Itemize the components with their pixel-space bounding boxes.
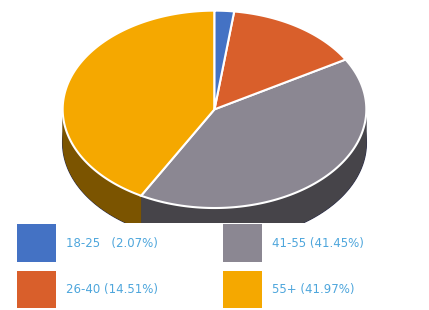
Text: 41-55 (41.45%): 41-55 (41.45%) — [272, 237, 364, 250]
FancyBboxPatch shape — [17, 271, 56, 308]
Polygon shape — [141, 110, 366, 241]
Text: 55+ (41.97%): 55+ (41.97%) — [272, 283, 355, 296]
Polygon shape — [63, 11, 214, 196]
FancyBboxPatch shape — [223, 224, 262, 262]
Text: 26-40 (14.51%): 26-40 (14.51%) — [66, 283, 158, 296]
Polygon shape — [214, 11, 234, 109]
Polygon shape — [63, 44, 366, 241]
FancyBboxPatch shape — [17, 224, 56, 262]
Text: 18-25   (2.07%): 18-25 (2.07%) — [66, 237, 158, 250]
Polygon shape — [63, 110, 141, 229]
Polygon shape — [141, 60, 366, 208]
FancyBboxPatch shape — [223, 271, 262, 308]
Polygon shape — [141, 110, 366, 241]
Polygon shape — [63, 109, 366, 241]
Polygon shape — [214, 11, 346, 109]
Polygon shape — [63, 110, 141, 229]
